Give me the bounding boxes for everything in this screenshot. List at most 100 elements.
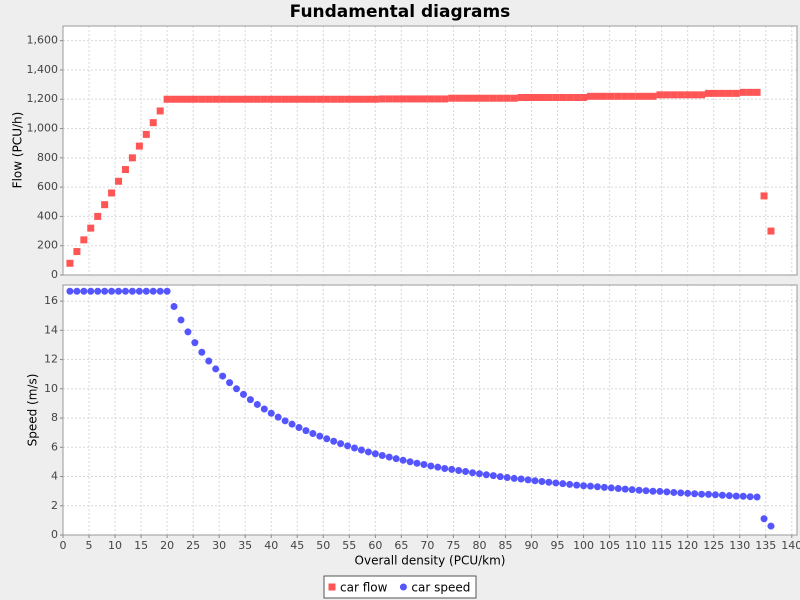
data-point: [462, 468, 470, 476]
x-tick-label: 30: [212, 539, 226, 552]
data-point: [552, 479, 560, 487]
data-point: [364, 95, 372, 103]
y-tick-label: 6: [51, 440, 58, 453]
data-point: [538, 93, 546, 101]
data-point: [552, 93, 560, 101]
data-point: [142, 287, 150, 295]
data-point: [746, 493, 754, 501]
data-point: [149, 287, 157, 295]
data-point: [559, 480, 567, 488]
x-tick-label: 10: [108, 539, 122, 552]
data-point: [253, 400, 261, 408]
data-point: [441, 95, 449, 103]
data-point: [295, 95, 303, 103]
data-point: [121, 166, 129, 174]
data-point: [80, 236, 88, 244]
data-point: [385, 453, 393, 461]
x-tick-label: 70: [420, 539, 434, 552]
data-point: [489, 94, 497, 102]
x-tick-label: 35: [238, 539, 252, 552]
x-tick-label: 5: [86, 539, 93, 552]
x-tick-label: 25: [186, 539, 200, 552]
chart-title: Fundamental diagrams: [290, 2, 511, 22]
data-point: [399, 456, 407, 464]
data-point: [510, 94, 518, 102]
data-point: [73, 287, 81, 295]
data-point: [573, 93, 581, 101]
data-point: [434, 95, 442, 103]
data-point: [705, 490, 713, 498]
data-point: [510, 474, 518, 482]
plot-area: [62, 284, 798, 536]
data-point: [212, 365, 220, 373]
x-tick-label: 100: [573, 539, 594, 552]
data-point: [642, 487, 650, 495]
data-point: [656, 487, 664, 495]
data-point: [448, 465, 456, 473]
data-point: [260, 95, 268, 103]
data-point: [441, 464, 449, 472]
data-point: [746, 88, 754, 96]
data-point: [531, 93, 539, 101]
data-point: [496, 94, 504, 102]
y-tick-label: 12: [44, 353, 58, 366]
x-tick-label: 95: [551, 539, 565, 552]
y-tick-label: 800: [37, 151, 58, 164]
data-point: [545, 93, 553, 101]
data-point: [718, 89, 726, 97]
x-tick-label: 80: [472, 539, 486, 552]
y-tick-label: 14: [44, 323, 58, 336]
data-point: [524, 93, 532, 101]
data-point: [149, 119, 157, 127]
legend-marker: [399, 583, 407, 591]
y-tick-label: 1,400: [27, 63, 59, 76]
data-point: [344, 442, 352, 450]
data-point: [434, 463, 442, 471]
data-point: [267, 409, 275, 417]
data-point: [212, 95, 220, 103]
data-point: [503, 474, 511, 482]
data-point: [475, 470, 483, 478]
data-point: [677, 489, 685, 497]
data-point: [323, 435, 331, 443]
data-point: [156, 107, 164, 115]
data-point: [378, 451, 386, 459]
data-point: [239, 95, 247, 103]
x-tick-label: 85: [498, 539, 512, 552]
data-point: [246, 95, 254, 103]
data-point: [760, 192, 768, 200]
data-point: [725, 492, 733, 500]
data-point: [559, 93, 567, 101]
data-point: [725, 89, 733, 97]
data-point: [281, 95, 289, 103]
data-point: [545, 478, 553, 486]
data-point: [670, 91, 678, 99]
y-tick-label: 4: [51, 470, 58, 483]
x-tick-label: 20: [160, 539, 174, 552]
data-point: [406, 95, 414, 103]
data-point: [406, 458, 414, 466]
y-tick-label: 600: [37, 180, 58, 193]
data-point: [580, 482, 588, 490]
data-point: [392, 95, 400, 103]
x-tick-label: 125: [703, 539, 724, 552]
data-point: [108, 287, 116, 295]
x-tick-label: 90: [525, 539, 539, 552]
data-point: [531, 477, 539, 485]
data-point: [163, 95, 171, 103]
data-point: [253, 95, 261, 103]
data-point: [607, 92, 615, 100]
data-point: [135, 287, 143, 295]
data-point: [628, 92, 636, 100]
data-point: [337, 95, 345, 103]
y-tick-label: 0: [51, 528, 58, 541]
data-point: [482, 471, 490, 479]
data-point: [760, 515, 768, 523]
data-point: [205, 357, 213, 365]
x-tick-label: 140: [781, 539, 800, 552]
data-point: [635, 486, 643, 494]
y-tick-label: 0: [51, 268, 58, 281]
y-axis-label: Speed (m/s): [26, 374, 40, 447]
data-point: [371, 450, 379, 458]
data-point: [538, 477, 546, 485]
